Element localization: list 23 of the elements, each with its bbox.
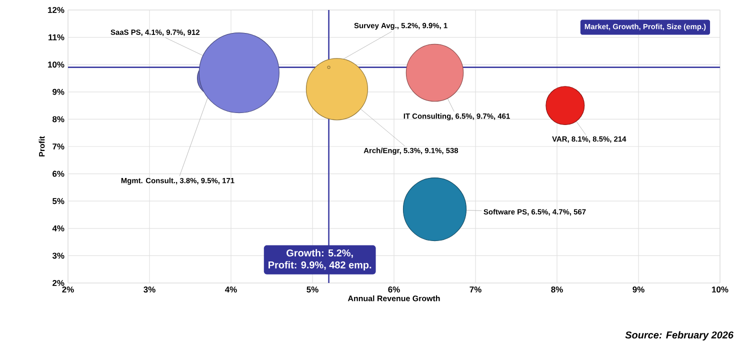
y-tick-label: 3% — [52, 252, 64, 259]
y-tick-label: 2% — [52, 280, 64, 286]
y-tick-label: 4% — [52, 225, 64, 232]
x-tick-label: 9% — [632, 286, 644, 293]
x-tick-label: 4% — [225, 286, 237, 292]
y-tick-label: 8% — [52, 116, 64, 122]
y-tick-label: 7% — [52, 144, 64, 150]
x-tick-label: 7% — [470, 286, 482, 292]
y-tick-label: 9% — [52, 88, 64, 95]
y-tick-label: 10% — [48, 62, 64, 68]
x-tick-label: 10% — [712, 286, 728, 293]
y-tick-label: 11% — [48, 34, 64, 40]
source-note: Source: February 2026 — [625, 331, 734, 340]
annotation: Profit: 9.9%, 482 emp. — [268, 261, 372, 270]
x-tick-label: 2% — [62, 286, 74, 292]
x-tick-label: 5% — [306, 286, 318, 292]
y-tick-label: 12% — [48, 7, 64, 13]
y-tick-label: 6% — [52, 170, 64, 177]
annotation: Growth: 5.2%, — [286, 249, 353, 258]
x-tick-label: 8% — [551, 286, 563, 293]
x-tick-label: 3% — [144, 286, 156, 293]
x-tick-label: 6% — [388, 286, 400, 293]
y-tick-label: 5% — [52, 198, 64, 204]
